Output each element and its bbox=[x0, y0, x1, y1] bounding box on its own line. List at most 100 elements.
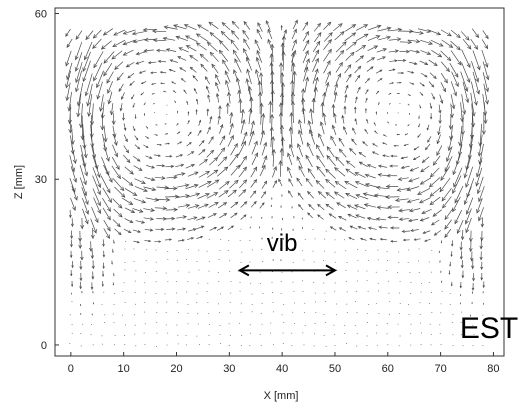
vector-arrow bbox=[175, 195, 190, 199]
vector-arrow bbox=[256, 57, 262, 71]
vector-arrow-head bbox=[456, 229, 461, 235]
vector-arrow bbox=[432, 209, 442, 217]
vector-arrow-head bbox=[478, 160, 483, 165]
vector-arrow bbox=[200, 64, 208, 72]
vector-arrow-head bbox=[106, 226, 111, 232]
vector-arrow bbox=[82, 51, 91, 72]
vector-arrow bbox=[479, 143, 484, 165]
vector-arrow-head bbox=[373, 122, 376, 125]
vector-arrow bbox=[290, 127, 293, 148]
vector-arrow-head bbox=[197, 24, 202, 29]
vector-arrow-head bbox=[178, 47, 183, 51]
vector-arrow bbox=[82, 197, 89, 215]
vector-arrow bbox=[272, 166, 277, 178]
vector-arrow-head bbox=[338, 137, 343, 142]
vector-arrow-head bbox=[131, 31, 137, 36]
vector-arrow-head bbox=[112, 133, 117, 139]
vector-arrow bbox=[188, 228, 196, 232]
vector-arrow bbox=[145, 197, 159, 201]
vector-arrow bbox=[325, 71, 331, 84]
vector-arrow bbox=[424, 238, 431, 242]
vector-arrow-head bbox=[268, 100, 273, 106]
vector-arrow-head bbox=[450, 254, 453, 257]
vector-arrow-head bbox=[364, 128, 367, 132]
vector-arrow bbox=[196, 42, 207, 51]
vector-arrow-head bbox=[317, 190, 322, 195]
vector-arrow-head bbox=[338, 61, 343, 67]
vector-arrow-head bbox=[377, 173, 382, 177]
vector-arrow bbox=[271, 44, 274, 62]
vector-arrow bbox=[306, 142, 314, 157]
vector-arrow-head bbox=[91, 276, 95, 280]
vector-arrow bbox=[225, 70, 231, 83]
vector-arrow bbox=[323, 32, 333, 42]
vector-arrow-head bbox=[325, 203, 330, 208]
vector-arrow bbox=[246, 69, 252, 85]
vector-arrow bbox=[345, 168, 357, 176]
vector-arrow bbox=[431, 92, 435, 100]
vector-arrow-head bbox=[448, 43, 454, 48]
vector-arrow bbox=[255, 69, 260, 85]
vector-arrow bbox=[257, 22, 263, 32]
vector-arrow bbox=[354, 204, 366, 210]
vector-arrow bbox=[158, 60, 167, 63]
vector-arrow-head bbox=[482, 111, 488, 117]
vector-arrow bbox=[154, 207, 167, 209]
vector-arrow bbox=[449, 62, 459, 78]
vector-arrow bbox=[70, 197, 76, 211]
vector-arrow-head bbox=[475, 172, 480, 178]
vector-arrow bbox=[345, 52, 355, 61]
vector-arrow-head bbox=[448, 272, 451, 275]
vector-arrow-head bbox=[93, 63, 98, 69]
vector-arrow-head bbox=[92, 228, 97, 234]
vector-arrow-head bbox=[67, 107, 72, 112]
vector-arrow-head bbox=[221, 135, 226, 140]
vector-arrow-head bbox=[263, 180, 268, 185]
vector-arrow-head bbox=[227, 91, 232, 97]
vector-arrow-head bbox=[355, 96, 358, 100]
vector-arrow bbox=[441, 39, 453, 48]
vector-arrow bbox=[431, 219, 440, 226]
vector-arrow-head bbox=[130, 209, 136, 214]
vector-arrow-head bbox=[160, 82, 163, 85]
vector-arrow-head bbox=[141, 199, 147, 204]
vector-arrow bbox=[243, 21, 251, 30]
vector-arrow-head bbox=[220, 226, 225, 230]
vector-arrow bbox=[307, 212, 313, 219]
vector-arrow-head bbox=[483, 119, 488, 125]
vector-arrow-head bbox=[341, 114, 345, 119]
vector-arrow-head bbox=[240, 108, 245, 114]
vector-arrow-head bbox=[359, 55, 365, 60]
vector-arrow bbox=[476, 198, 483, 214]
vector-arrow-head bbox=[84, 200, 89, 206]
vector-arrow-head bbox=[171, 216, 176, 221]
vector-arrow bbox=[92, 167, 101, 188]
vector-arrow bbox=[451, 71, 459, 87]
vector-arrow-head bbox=[344, 180, 349, 185]
vector-arrow-head bbox=[409, 29, 414, 34]
vector-arrow bbox=[323, 92, 325, 106]
vector-arrow-head bbox=[444, 224, 449, 230]
vector-arrow-head bbox=[71, 284, 74, 288]
vector-arrow-head bbox=[257, 80, 262, 86]
vector-arrow bbox=[426, 124, 430, 131]
vector-arrow-head bbox=[193, 183, 199, 188]
vector-arrow-head bbox=[162, 36, 168, 41]
vector-arrow-head bbox=[254, 68, 259, 74]
vector-arrow bbox=[344, 32, 356, 42]
vector-arrow-head bbox=[75, 87, 79, 93]
vector-arrow-head bbox=[354, 204, 359, 209]
vector-arrow-head bbox=[126, 159, 131, 164]
vector-arrow-head bbox=[396, 37, 402, 42]
vector-arrow-head bbox=[429, 106, 433, 110]
vector-arrow-head bbox=[162, 206, 168, 211]
vector-arrow bbox=[407, 70, 414, 74]
vector-arrow-head bbox=[340, 31, 345, 36]
vector-arrow-head bbox=[94, 164, 99, 170]
vector-arrow bbox=[450, 30, 461, 38]
vector-arrow bbox=[133, 38, 146, 43]
vector-arrow-head bbox=[402, 58, 407, 62]
vector-arrow-head bbox=[269, 113, 275, 119]
vector-arrow bbox=[398, 209, 411, 212]
